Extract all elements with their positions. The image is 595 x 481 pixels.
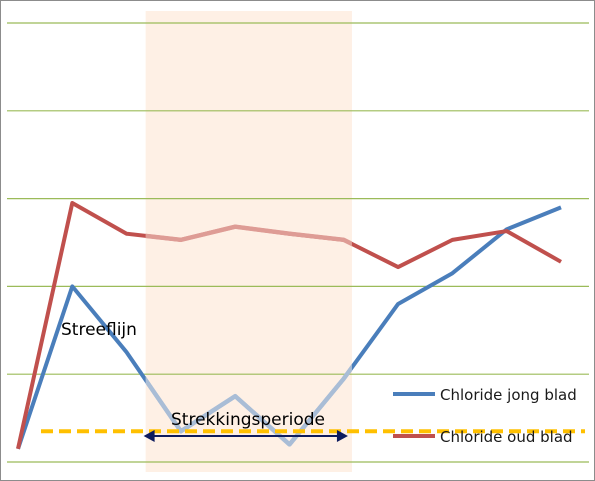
period-arrow-right-head [336,430,348,442]
series-line-faded-oud-blad [145,224,352,247]
legend: Chloride jong blad Chloride oud blad [393,386,577,446]
target-line-label: Streeflijn [61,320,137,340]
legend-label-jong-blad: Chloride jong blad [440,386,577,404]
highlight-period-label: Strekkingsperiode [171,410,325,430]
series-line-faded-jong-blad [145,363,352,447]
period-arrow-left-head [143,430,155,442]
legend-label-oud-blad: Chloride oud blad [440,428,573,446]
